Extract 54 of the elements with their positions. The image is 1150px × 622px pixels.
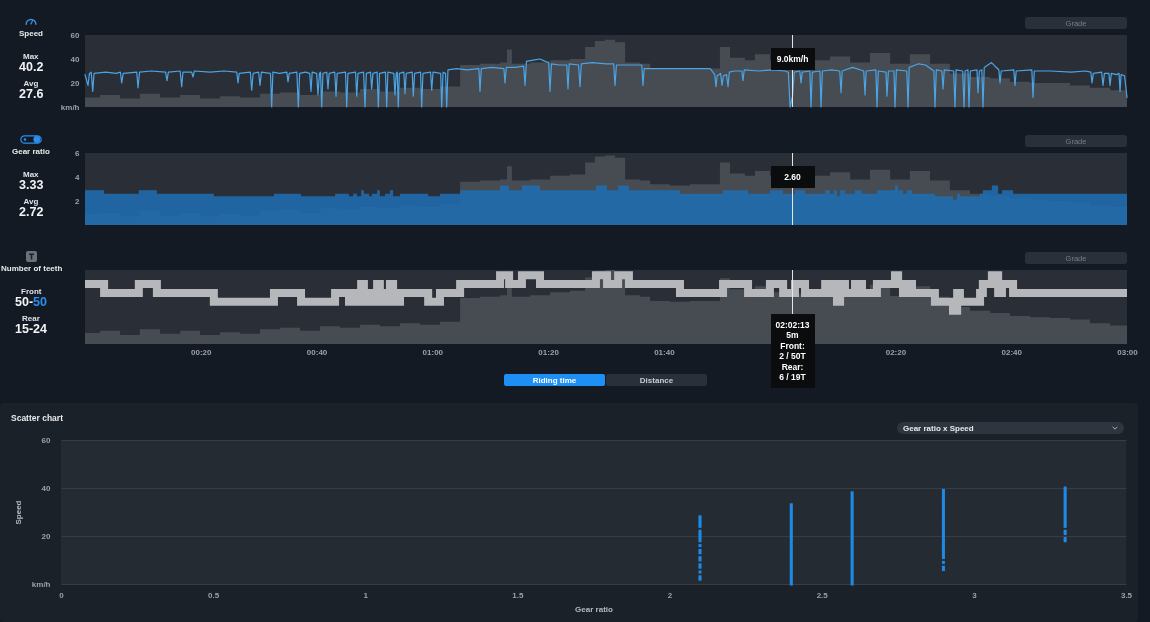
tab-button: Riding time [504, 374, 605, 386]
x-tick-label: 2.5 [816, 590, 829, 600]
chart-title: Gear ratio [12, 146, 50, 157]
text: Rear [22, 313, 40, 324]
annotation: 02:02:13 5m Front: 2 / 50T Rear: 6 / 19T [775, 319, 810, 382]
x-tick-label: 1 [363, 590, 369, 600]
y-tick-label: 2 [75, 196, 81, 206]
chart-title: Number of teeth [1, 263, 63, 274]
text: Avg [23, 78, 39, 89]
x-tick-label: 01:40 [654, 347, 676, 357]
text: Max [23, 51, 39, 62]
text: 40.2 [19, 60, 44, 75]
x-tick-label: 1.5 [512, 590, 525, 600]
x-tick-label: 02:40 [1001, 347, 1023, 357]
x-tick-label: 02:20 [885, 347, 907, 357]
y-tick-label: 60 [70, 30, 81, 40]
text: Front [21, 286, 42, 297]
x-tick-label: 00:40 [306, 347, 328, 357]
y-axis-title: Speed [13, 500, 23, 525]
y-tick-label: 40 [41, 483, 52, 493]
text: Avg [23, 196, 39, 207]
x-tick-label: 3.5 [1120, 590, 1133, 600]
annotation: 2.60 [784, 171, 801, 182]
y-tick-label: 4 [75, 172, 81, 182]
dropdown: Gear ratio x Speed [897, 422, 1124, 434]
text: 27.6 [19, 87, 44, 102]
x-tick-label: 0 [59, 590, 65, 600]
x-axis-title: Gear ratio [575, 604, 614, 614]
text: 50-50 [15, 295, 47, 309]
text: 3.33 [19, 178, 44, 193]
x-tick-label: 03:00 [1117, 347, 1139, 357]
chart-title: Speed [19, 28, 44, 39]
text: 2.72 [19, 205, 44, 220]
text: Max [23, 169, 39, 180]
tab-button: Distance [606, 374, 707, 386]
x-tick-label: 00:20 [191, 347, 213, 357]
tooltip-box: 2.60 [770, 166, 815, 188]
text: 15-24 [15, 322, 47, 337]
x-tick-label: 0.5 [208, 590, 220, 600]
y-tick-label: 20 [70, 78, 81, 88]
y-tick-label: km/h [31, 579, 51, 589]
y-tick-label: 20 [41, 531, 52, 541]
y-tick-label: km/h [60, 102, 80, 112]
x-tick-label: 01:00 [422, 347, 444, 357]
x-tick-label: 01:20 [538, 347, 560, 357]
y-tick-label: 6 [75, 148, 81, 158]
tooltip-box: 02:02:13 5m Front: 2 / 50T Rear: 6 / 19T [770, 314, 815, 388]
annotation: 9.0km/h [776, 53, 809, 64]
y-tick-label: 40 [70, 54, 81, 64]
chart-title: Scatter chart [11, 412, 63, 423]
x-tick-label: 2 [667, 590, 673, 600]
x-tick-label: 3 [972, 590, 978, 600]
y-tick-label: 60 [41, 435, 52, 445]
tooltip-box: 9.0km/h [770, 48, 815, 70]
